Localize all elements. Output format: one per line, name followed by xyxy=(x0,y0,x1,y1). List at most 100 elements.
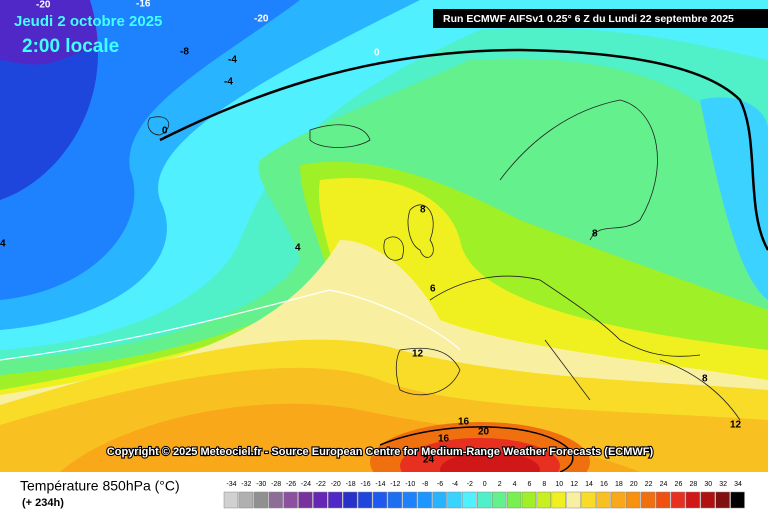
legend-swatch xyxy=(402,491,417,509)
legend-label: 0 xyxy=(483,481,487,488)
contour-label: 16 xyxy=(438,434,450,445)
contour-label: 8 xyxy=(420,205,426,216)
legend-swatch xyxy=(626,491,641,509)
legend-label: 16 xyxy=(600,481,608,488)
legend-swatch xyxy=(596,491,611,509)
contour-label: 12 xyxy=(412,349,424,360)
legend-label: -24 xyxy=(301,481,311,488)
contour-label: 24 xyxy=(423,455,435,466)
legend-label: -6 xyxy=(437,481,443,488)
legend-swatch xyxy=(521,491,537,509)
legend-swatch xyxy=(432,491,447,509)
legend-swatch xyxy=(536,491,552,509)
legend-swatch xyxy=(566,491,581,509)
colorbar: -34 -32 -30 -28 -26 -24 -22 -20 -18 -16 -14 -12 -10-… xyxy=(223,481,745,509)
legend-swatch xyxy=(223,491,239,509)
forecast-time: 2:00 locale xyxy=(22,36,119,57)
legend-label: 10 xyxy=(555,481,563,488)
legend-swatch xyxy=(372,491,388,509)
contour-label: -20 xyxy=(254,14,269,25)
legend-swatch xyxy=(462,491,477,509)
legend-label: -32 xyxy=(241,481,251,488)
lead-time: (+ 234h) xyxy=(22,497,64,509)
legend-swatch xyxy=(253,491,268,509)
footer-title: Température 850hPa (°C) xyxy=(20,478,180,494)
contour-label: 12 xyxy=(730,420,742,431)
contour-label: 8 xyxy=(702,374,708,385)
legend-label: 20 xyxy=(630,481,638,488)
legend-swatch xyxy=(715,491,730,509)
legend-swatch xyxy=(357,491,373,509)
legend-label: 30 xyxy=(704,481,712,488)
legend-label: -30 xyxy=(256,481,266,488)
legend-label: -2 xyxy=(467,481,473,488)
legend-label: 32 xyxy=(719,481,727,488)
legend-label: 4 xyxy=(513,481,517,488)
legend-swatch xyxy=(640,491,656,509)
legend-label: -18 xyxy=(346,481,356,488)
run-info: Run ECMWF AIFSv1 0.25° 6 Z du Lundi 22 s… xyxy=(443,13,734,25)
contour-label: 16 xyxy=(458,417,470,428)
legend-label: 24 xyxy=(660,481,668,488)
legend-swatch xyxy=(670,491,686,509)
legend-label: -10 xyxy=(405,481,415,488)
contour-label: 4 xyxy=(0,239,6,250)
legend-swatch xyxy=(506,491,522,509)
legend-label: 28 xyxy=(689,481,697,488)
legend-swatch xyxy=(491,491,507,509)
legend-swatch xyxy=(551,491,566,509)
legend-label: -20 xyxy=(331,481,341,488)
contour-label: 6 xyxy=(430,284,436,295)
legend-swatch xyxy=(477,491,492,509)
legend-swatch xyxy=(655,491,671,509)
contour-label: 8 xyxy=(592,229,598,240)
legend-swatch xyxy=(238,491,254,509)
legend-label: -34 xyxy=(226,481,236,488)
legend-label: 34 xyxy=(734,481,742,488)
legend-label: -14 xyxy=(375,481,385,488)
contour-label: -8 xyxy=(180,47,189,58)
legend-label: -22 xyxy=(316,481,326,488)
contour-label: -16 xyxy=(136,0,151,10)
legend-swatch xyxy=(700,491,715,509)
legend-swatch xyxy=(313,491,328,509)
legend-label: 12 xyxy=(570,481,578,488)
legend-label: -16 xyxy=(360,481,370,488)
coastlines xyxy=(147,99,741,421)
legend-swatch xyxy=(611,491,626,509)
legend-label: 22 xyxy=(645,481,653,488)
legend-label: 18 xyxy=(615,481,623,488)
legend-label: 8 xyxy=(542,481,546,488)
copyright: Copyright © 2025 Meteociel.fr - Source E… xyxy=(107,446,654,458)
legend-label: -28 xyxy=(271,481,281,488)
legend-swatch xyxy=(581,491,596,509)
legend-label: -8 xyxy=(422,481,428,488)
legend-label: 2 xyxy=(498,481,502,488)
legend-swatch xyxy=(447,491,462,509)
contour-label: 20 xyxy=(478,427,490,438)
legend-label: -4 xyxy=(452,481,458,488)
contour-label: 0 xyxy=(162,126,168,137)
contour-label: -4 xyxy=(228,55,237,66)
legend-swatch xyxy=(685,491,701,509)
legend-swatch xyxy=(283,491,298,509)
contour-label: 0 xyxy=(374,48,380,59)
legend-label: -12 xyxy=(390,481,400,488)
legend-swatch xyxy=(298,491,313,509)
legend-swatch xyxy=(417,491,432,509)
legend-swatch xyxy=(342,491,358,509)
contour-label: -20 xyxy=(36,0,51,11)
contour-label: -4 xyxy=(224,77,233,88)
legend-label: -26 xyxy=(286,481,296,488)
forecast-date: Jeudi 2 octobre 2025 xyxy=(14,13,162,30)
legend-label: 26 xyxy=(675,481,683,488)
contour-labels: -20 -16 -20 -8 -4 -4 0 0 4 4 8 8 6 12 16… xyxy=(0,0,742,466)
legend-swatch xyxy=(387,491,403,509)
legend-label: 6 xyxy=(527,481,531,488)
contour-label: 4 xyxy=(295,243,301,254)
legend-swatch xyxy=(328,491,343,509)
legend-swatch xyxy=(268,491,283,509)
